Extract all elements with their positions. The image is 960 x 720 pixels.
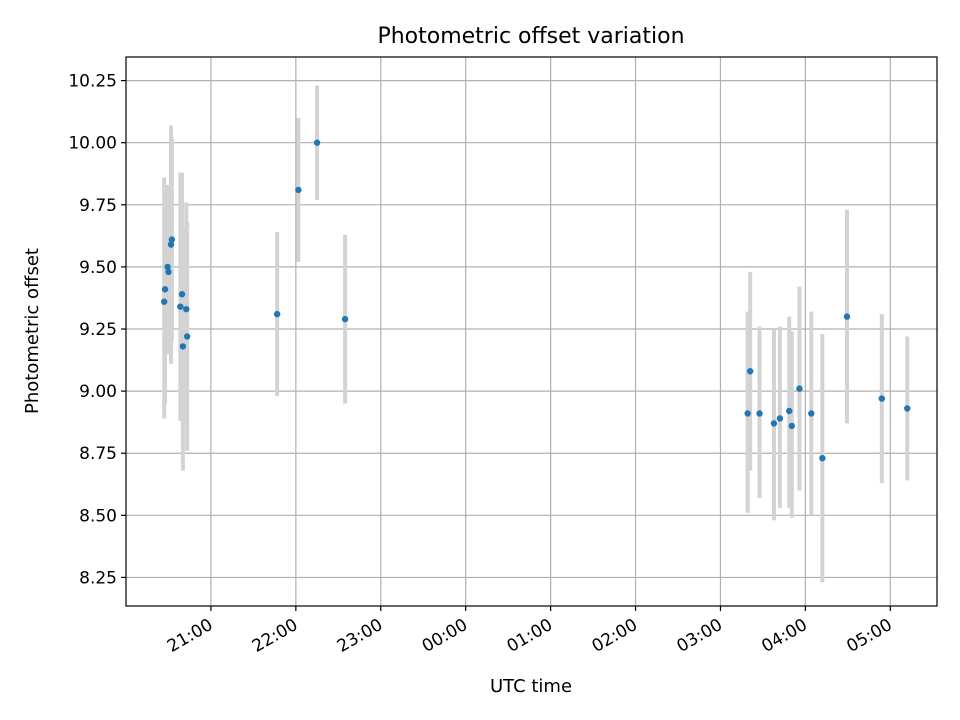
data-points (161, 139, 911, 462)
data-point (179, 343, 187, 350)
data-point (167, 241, 175, 248)
data-point (183, 333, 191, 340)
x-ticks: 21:00 22:00 23:00 00:00 01:00 02:00 03:00 04:00… (164, 606, 896, 657)
x-tick-label: 04:00 (758, 615, 810, 657)
x-axis-label: UTC time (490, 676, 572, 697)
data-point (341, 315, 349, 323)
x-tick-label: 22:00 (249, 615, 301, 657)
y-tick-label: 9.25 (79, 320, 117, 340)
y-tick-label: 9.75 (79, 196, 117, 216)
data-point (786, 407, 793, 415)
y-tick-label: 8.50 (79, 506, 117, 526)
data-point (878, 395, 886, 402)
data-point (843, 313, 851, 320)
x-tick-label: 02:00 (589, 615, 641, 657)
data-point (313, 139, 321, 146)
plot-frame (125, 56, 938, 607)
x-tick-label: 21:00 (164, 615, 216, 657)
x-tick-label: 01:00 (504, 615, 556, 657)
data-point (746, 368, 754, 375)
x-tick-label: 03:00 (674, 615, 726, 657)
data-point (177, 303, 184, 310)
data-point (168, 236, 176, 243)
y-tick-label: 10.00 (68, 134, 117, 154)
data-point (796, 385, 803, 392)
y-tick-label: 8.25 (79, 568, 117, 588)
data-point (161, 286, 169, 293)
data-point (904, 405, 911, 412)
data-point (788, 422, 795, 430)
data-point (161, 298, 168, 305)
data-point (183, 305, 190, 313)
data-point (744, 410, 751, 417)
y-tick-label: 8.75 (79, 444, 117, 464)
x-tick-label: 00:00 (419, 615, 471, 657)
x-tick-label: 05:00 (843, 615, 895, 657)
y-tick-label: 10.25 (68, 72, 117, 92)
data-point (273, 310, 281, 318)
chart-title: Photometric offset variation (377, 24, 684, 49)
data-point (808, 410, 815, 417)
grid-lines (126, 57, 937, 606)
error-bars (162, 85, 910, 583)
y-axis-label: Photometric offset (22, 248, 43, 414)
y-ticks: 8.25 8.50 8.75 9.00 9.25 9.50 9.75 10.00 10.25 (68, 72, 126, 588)
y-tick-label: 9.00 (79, 382, 117, 402)
data-point (164, 263, 171, 271)
data-point (819, 454, 826, 462)
data-point (295, 186, 302, 194)
data-point (776, 415, 784, 422)
data-point (770, 420, 778, 427)
x-tick-label: 23:00 (334, 615, 386, 657)
data-point (165, 268, 172, 276)
y-tick-label: 9.50 (79, 258, 117, 278)
data-point (756, 410, 763, 417)
data-point (178, 291, 186, 298)
